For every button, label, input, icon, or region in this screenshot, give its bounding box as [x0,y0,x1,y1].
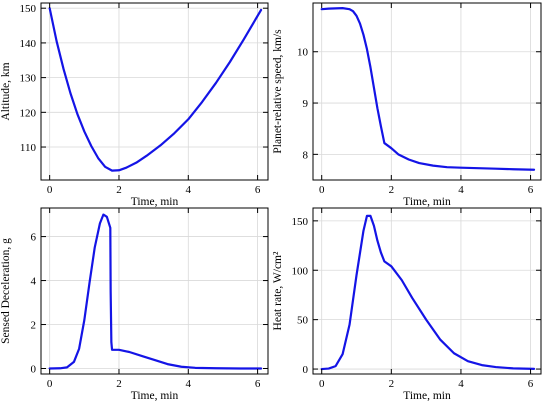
y-tick-label: 150 [20,3,37,15]
y-axis-label: Heat rate, W/cm² [272,251,284,330]
x-tick-label: 0 [47,184,53,196]
x-tick-label: 0 [319,184,325,196]
x-tick-label: 4 [186,378,192,390]
x-tick-label: 4 [458,184,464,196]
y-tick-label: 110 [20,142,37,154]
y-tick-label: 2 [31,320,37,332]
chart-speed: 0 2 4 6 8 9 10 Time, min Planet-relative speed, … [272,2,542,208]
y-tick-label: 4 [31,276,37,288]
y-tick-label: 120 [20,107,37,119]
chart-deceleration: 0 2 4 6 0 2 4 6 Time, min Sensed Deceleration, g [0,207,269,402]
x-tick-label: 4 [186,184,192,196]
x-tick-label: 2 [389,184,395,196]
x-axis-label: Time, min [403,196,451,208]
x-axis-label: Time, min [131,196,179,208]
y-tick-label: 140 [20,38,37,50]
y-tick-label: 6 [31,232,37,244]
speed-series-line [320,7,536,171]
x-tick-label: 2 [116,378,122,390]
plot-frame [40,2,269,181]
y-tick-label: 100 [292,265,309,277]
x-tick-label: 6 [528,184,534,196]
y-tick-label: 150 [292,216,309,228]
x-tick-label: 6 [255,378,261,390]
altitude-series-line [48,7,263,172]
y-tick-label: 9 [303,98,309,110]
plot-frame [40,207,269,375]
x-tick-label: 2 [389,378,395,390]
x-tick-label: 4 [458,378,464,390]
y-axis-label: Sensed Deceleration, g [0,238,12,344]
plot-frame [312,2,542,181]
x-tick-label: 6 [255,184,261,196]
y-tick-label: 0 [31,364,37,376]
y-axis-label: Planet-relative speed, km/s [272,29,284,154]
chart-altitude: 0 2 4 6 110 120 130 140 150 Time, min Altitude, km [0,2,269,208]
x-axis-label: Time, min [403,390,451,402]
deceleration-series-line [48,213,263,370]
y-tick-label: 130 [20,73,37,85]
x-tick-label: 6 [528,378,534,390]
x-tick-label: 0 [319,378,325,390]
y-tick-label: 8 [303,149,309,161]
y-tick-label: 50 [297,315,309,327]
y-tick-label: 10 [297,47,309,59]
chart-heat-rate: 0 2 4 6 0 50 100 150 Time, min Heat rate, W/cm² [272,207,542,402]
heat-rate-series-line [320,214,536,371]
x-axis-label: Time, min [131,390,179,402]
x-tick-label: 2 [116,184,122,196]
y-tick-label: 0 [303,364,309,376]
plot-frame [312,207,542,375]
x-tick-label: 0 [47,378,53,390]
y-axis-label: Altitude, km [0,62,12,120]
